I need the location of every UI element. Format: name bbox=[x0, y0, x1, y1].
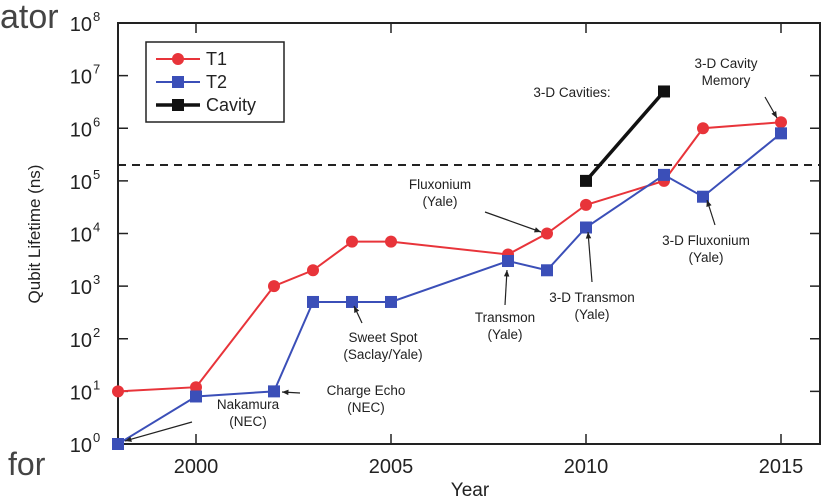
y-tick-exponent: 1 bbox=[93, 377, 100, 392]
y-tick-exponent: 8 bbox=[93, 9, 100, 24]
data-point-t1 bbox=[112, 385, 124, 398]
data-point-t2 bbox=[190, 390, 202, 403]
legend-label-t1: T1 bbox=[206, 49, 227, 69]
annotation-arrow bbox=[587, 231, 593, 283]
page-fragment-top: ator bbox=[0, 0, 59, 36]
data-point-t1 bbox=[697, 122, 709, 135]
annotation-label: Charge Echo (NEC) bbox=[327, 383, 406, 415]
annotation-line: Transmon bbox=[475, 310, 535, 325]
annotation-label: Transmon (Yale) bbox=[475, 310, 535, 342]
y-tick-label: 107 bbox=[70, 62, 100, 89]
data-point-cavity bbox=[580, 174, 592, 187]
annotation-label: 3-D Cavities: bbox=[533, 85, 610, 100]
annotation-arrowhead bbox=[503, 270, 510, 277]
data-point-t2 bbox=[658, 168, 670, 181]
y-tick-label: 108 bbox=[70, 9, 100, 36]
series-line-cavity bbox=[584, 90, 666, 183]
annotation-line: Nakamura bbox=[217, 397, 280, 412]
y-tick-label: 106 bbox=[70, 114, 100, 141]
annotation-arrowhead bbox=[534, 227, 541, 233]
series-line-t2 bbox=[117, 132, 782, 445]
y-tick-exponent: 3 bbox=[93, 272, 100, 287]
y-tick-label: 100 bbox=[70, 430, 100, 457]
annotation-line: Charge Echo bbox=[327, 383, 406, 398]
y-tick-label: 101 bbox=[70, 377, 100, 404]
page-fragment-bottom: for bbox=[8, 446, 46, 482]
y-tick-exponent: 5 bbox=[93, 167, 100, 182]
y-axis-label: Qubit Lifetime (ns) bbox=[25, 165, 44, 304]
data-point-t1 bbox=[775, 116, 787, 129]
data-point-t2 bbox=[307, 295, 319, 308]
annotation-label: Sweet Spot (Saclay/Yale) bbox=[343, 330, 422, 362]
annotation-line: (Yale) bbox=[574, 307, 609, 322]
annotation-line: Memory bbox=[702, 73, 751, 88]
annotation-line: 3-D Fluxonium bbox=[662, 233, 750, 248]
data-point-t2 bbox=[385, 295, 397, 308]
data-point-t1 bbox=[385, 235, 397, 248]
y-tick-label: 102 bbox=[70, 325, 100, 352]
legend-marker-cavity bbox=[172, 99, 184, 111]
annotation-arrowhead bbox=[585, 232, 592, 239]
y-tick-exponent: 6 bbox=[93, 114, 100, 129]
annotation-label: Fluxonium (Yale) bbox=[409, 177, 471, 209]
annotation-line: (NEC) bbox=[347, 400, 385, 415]
annotation-line: (Yale) bbox=[688, 250, 723, 265]
annotation-arrow bbox=[484, 211, 542, 233]
annotation-arrowhead bbox=[706, 200, 712, 207]
annotation-line: (Saclay/Yale) bbox=[343, 347, 422, 362]
y-tick-label: 105 bbox=[70, 167, 100, 194]
x-tick-label: 2010 bbox=[564, 456, 609, 478]
x-tick-label: 2000 bbox=[174, 456, 219, 478]
annotation-arrow bbox=[124, 421, 193, 442]
data-point-cavity bbox=[658, 85, 670, 98]
annotation-line: (Yale) bbox=[422, 194, 457, 209]
annotation-label: 3-D Transmon (Yale) bbox=[549, 290, 635, 322]
y-tick-exponent: 0 bbox=[93, 430, 100, 445]
data-point-t1 bbox=[541, 227, 553, 240]
annotation-arrowhead bbox=[282, 389, 289, 396]
legend-marker-t1 bbox=[172, 53, 184, 65]
data-point-t2 bbox=[541, 264, 553, 277]
x-tick-label: 2005 bbox=[369, 456, 414, 478]
legend-marker-t2 bbox=[172, 76, 184, 88]
series-line-t1 bbox=[117, 121, 782, 393]
data-point-t2 bbox=[580, 221, 592, 234]
annotation-arrowhead bbox=[125, 436, 132, 442]
x-axis-label: Year bbox=[451, 480, 490, 501]
data-point-t2 bbox=[502, 255, 514, 268]
y-tick-exponent: 2 bbox=[93, 325, 100, 340]
legend-label-t2: T2 bbox=[206, 72, 227, 92]
data-point-t1 bbox=[190, 381, 202, 394]
annotation-label: 3-D Cavity Memory bbox=[694, 56, 757, 88]
annotation-line: Sweet Spot bbox=[348, 330, 417, 345]
data-point-t2 bbox=[775, 127, 787, 140]
x-tick-label: 2015 bbox=[759, 456, 804, 478]
legend-label-cavity: Cavity bbox=[206, 95, 256, 115]
annotation-label: Nakamura (NEC) bbox=[217, 397, 280, 429]
y-tick-exponent: 7 bbox=[93, 62, 100, 77]
y-tick-label: 103 bbox=[70, 272, 100, 299]
data-point-t2 bbox=[268, 385, 280, 398]
data-point-t2 bbox=[112, 438, 124, 450]
annotation-line: Fluxonium bbox=[409, 177, 471, 192]
annotation-arrowhead bbox=[771, 111, 777, 118]
annotation-arrowhead bbox=[354, 306, 360, 313]
data-point-t1 bbox=[268, 280, 280, 293]
data-point-t1 bbox=[580, 198, 592, 211]
annotation-label: 3-D Fluxonium (Yale) bbox=[662, 233, 750, 265]
data-point-t2 bbox=[346, 295, 358, 308]
y-tick-label: 104 bbox=[70, 220, 100, 247]
annotation-line: 3-D Transmon bbox=[549, 290, 635, 305]
annotation-line: 3-D Cavities: bbox=[533, 85, 610, 100]
annotation-line: 3-D Cavity bbox=[694, 56, 757, 71]
annotation-line: (Yale) bbox=[487, 327, 522, 342]
y-tick-exponent: 4 bbox=[93, 220, 100, 235]
data-point-t1 bbox=[307, 264, 319, 277]
data-point-t1 bbox=[346, 235, 358, 248]
annotation-line: (NEC) bbox=[229, 414, 267, 429]
data-point-t2 bbox=[697, 190, 709, 203]
